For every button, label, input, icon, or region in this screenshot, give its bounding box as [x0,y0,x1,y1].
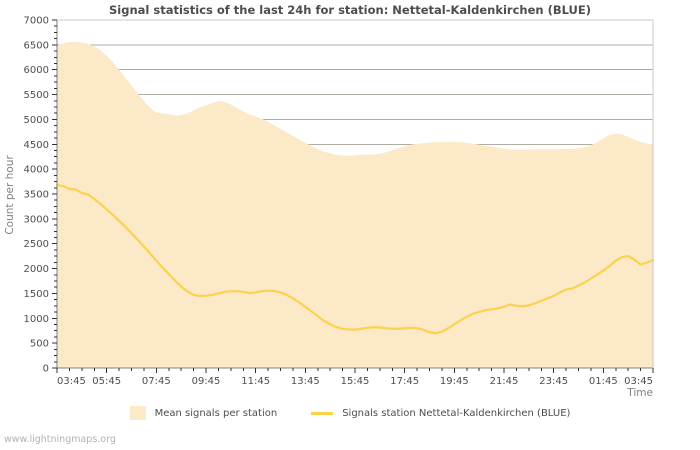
svg-text:1000: 1000 [24,314,49,325]
chart-title: Signal statistics of the last 24h for st… [109,3,591,17]
svg-text:19:45: 19:45 [440,376,469,387]
line-swatch-icon [311,411,334,415]
svg-text:4500: 4500 [24,140,49,151]
legend-label-station-signals: Signals station Nettetal-Kaldenkirchen (… [342,407,571,419]
svg-text:01:45: 01:45 [589,376,618,387]
svg-text:5500: 5500 [24,90,49,101]
legend-item-station-signals: Signals station Nettetal-Kaldenkirchen (… [311,408,570,419]
y-axis-label: Count per hour [4,155,16,235]
svg-text:5000: 5000 [24,115,49,126]
svg-text:2500: 2500 [24,239,49,250]
legend-item-mean-signals: Mean signals per station [129,406,278,420]
svg-text:1500: 1500 [24,289,49,300]
chart-plot: 0 500 1000 1500 2000 2500 3000 3500 4000 4500 5000… [4,16,655,399]
y-axis-ticks: 0 500 1000 1500 2000 2500 3000 3500 4000 4500 5000… [24,16,57,375]
svg-text:13:45: 13:45 [291,376,320,387]
svg-text:11:45: 11:45 [241,376,270,387]
svg-text:05:45: 05:45 [92,376,121,387]
x-axis-label: Time [626,387,653,399]
chart-legend: Mean signals per station Signals station… [0,406,700,420]
svg-text:500: 500 [30,339,49,350]
svg-text:7000: 7000 [24,16,49,27]
svg-text:6000: 6000 [24,65,49,76]
svg-text:6500: 6500 [24,40,49,51]
svg-text:09:45: 09:45 [192,376,221,387]
watermark: www.lightningmaps.org [4,434,116,445]
svg-text:03:45: 03:45 [57,376,86,387]
x-axis-ticks: 03:45 05:45 07:45 09:45 11:45 13:45 15:45 17:45… [56,368,654,387]
svg-text:0: 0 [43,364,49,375]
svg-text:4000: 4000 [24,165,49,176]
svg-text:07:45: 07:45 [142,376,171,387]
svg-text:17:45: 17:45 [390,376,419,387]
svg-text:03:45: 03:45 [624,376,653,387]
svg-text:3000: 3000 [24,214,49,225]
legend-label-mean-signals: Mean signals per station [154,407,278,419]
series-line-station-signals [55,183,655,335]
series-area-mean-signals [57,41,653,369]
svg-text:23:45: 23:45 [539,376,568,387]
svg-text:21:45: 21:45 [490,376,519,387]
svg-text:15:45: 15:45 [341,376,370,387]
area-swatch-icon [129,406,146,420]
svg-text:3500: 3500 [24,190,49,201]
svg-text:2000: 2000 [24,264,49,275]
